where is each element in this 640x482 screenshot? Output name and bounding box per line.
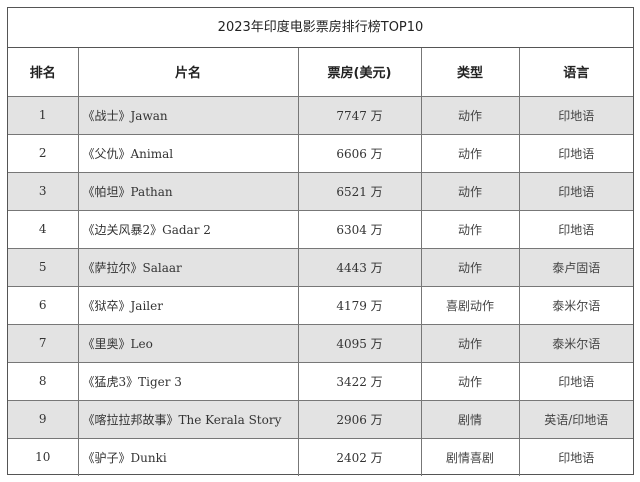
box-office-cell: 2402 万 [298,438,422,476]
table-row: 7 《里奥》Leo 4095 万 动作 泰米尔语 [8,324,633,363]
film-cell: 《里奥》Leo [78,324,299,363]
film-cell: 《狱卒》Jailer [78,286,299,325]
film-cell: 《喀拉拉邦故事》The Kerala Story [78,400,299,439]
language-cell: 泰米尔语 [519,324,633,363]
film-cell: 《帕坦》Pathan [78,172,299,211]
genre-cell: 喜剧动作 [421,286,520,325]
table-row: 8 《猛虎3》Tiger 3 3422 万 动作 印地语 [8,362,633,401]
table-row: 2 《父仇》Animal 6606 万 动作 印地语 [8,134,633,173]
language-cell: 泰卢固语 [519,248,633,287]
ranking-table: 排名 片名 票房(美元) 类型 语言 1 《战士》Jawan 7747 万 动作… [8,48,633,476]
rank-cell: 8 [8,362,79,401]
header-rank: 排名 [8,48,79,97]
film-cell: 《战士》Jawan [78,96,299,135]
rank-cell: 7 [8,324,79,363]
film-cell: 《驴子》Dunki [78,438,299,476]
box-office-cell: 6304 万 [298,210,422,249]
box-office-cell: 4179 万 [298,286,422,325]
genre-cell: 剧情喜剧 [421,438,520,476]
rank-cell: 6 [8,286,79,325]
table-title: 2023年印度电影票房排行榜TOP10 [8,8,633,48]
film-cell: 《边关风暴2》Gadar 2 [78,210,299,249]
rank-cell: 5 [8,248,79,287]
rank-cell: 2 [8,134,79,173]
language-cell: 印地语 [519,172,633,211]
language-cell: 英语/印地语 [519,400,633,439]
header-film: 片名 [78,48,299,97]
genre-cell: 动作 [421,210,520,249]
box-office-cell: 2906 万 [298,400,422,439]
rank-cell: 3 [8,172,79,211]
box-office-cell: 6521 万 [298,172,422,211]
header-language: 语言 [519,48,633,97]
header-genre: 类型 [421,48,520,97]
box-office-cell: 7747 万 [298,96,422,135]
film-cell: 《萨拉尔》Salaar [78,248,299,287]
language-cell: 印地语 [519,96,633,135]
genre-cell: 动作 [421,134,520,173]
genre-cell: 动作 [421,362,520,401]
genre-cell: 剧情 [421,400,520,439]
rank-cell: 1 [8,96,79,135]
rank-cell: 10 [8,438,79,476]
language-cell: 印地语 [519,134,633,173]
language-cell: 印地语 [519,362,633,401]
box-office-cell: 3422 万 [298,362,422,401]
film-cell: 《猛虎3》Tiger 3 [78,362,299,401]
table-row: 9 《喀拉拉邦故事》The Kerala Story 2906 万 剧情 英语/… [8,400,633,439]
ranking-table-container: 2023年印度电影票房排行榜TOP10 排名 片名 票房(美元) 类型 语言 1… [7,7,634,476]
table-row: 1 《战士》Jawan 7747 万 动作 印地语 [8,96,633,135]
table-row: 4 《边关风暴2》Gadar 2 6304 万 动作 印地语 [8,210,633,249]
rank-cell: 4 [8,210,79,249]
film-cell: 《父仇》Animal [78,134,299,173]
table-row: 10 《驴子》Dunki 2402 万 剧情喜剧 印地语 [8,438,633,476]
rank-cell: 9 [8,400,79,439]
header-box-office: 票房(美元) [298,48,422,97]
genre-cell: 动作 [421,172,520,211]
box-office-cell: 4443 万 [298,248,422,287]
table-row: 5 《萨拉尔》Salaar 4443 万 动作 泰卢固语 [8,248,633,287]
box-office-cell: 6606 万 [298,134,422,173]
table-row: 6 《狱卒》Jailer 4179 万 喜剧动作 泰米尔语 [8,286,633,325]
language-cell: 印地语 [519,210,633,249]
box-office-cell: 4095 万 [298,324,422,363]
language-cell: 泰米尔语 [519,286,633,325]
genre-cell: 动作 [421,324,520,363]
table-row: 3 《帕坦》Pathan 6521 万 动作 印地语 [8,172,633,211]
language-cell: 印地语 [558,450,595,465]
genre-cell: 动作 [421,96,520,135]
header-row: 排名 片名 票房(美元) 类型 语言 [8,48,633,97]
genre-cell: 动作 [421,248,520,287]
